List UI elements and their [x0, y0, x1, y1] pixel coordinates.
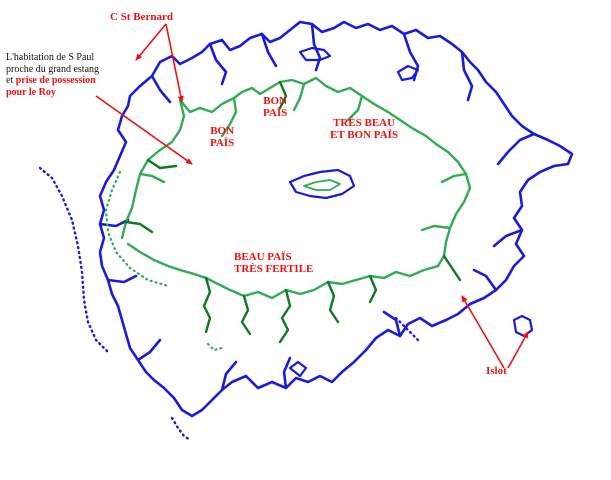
- river-dark-south-3: [278, 288, 292, 344]
- river-south-ridge: [126, 242, 440, 300]
- cape-st-bernard-label: C St Bernard: [110, 11, 173, 23]
- dotted-shore-south: [170, 416, 192, 442]
- islet-northeast: [396, 64, 420, 82]
- habitation-note: L'habitation de S Paul proche du grand e…: [6, 52, 124, 98]
- dotted-river-south: [206, 342, 224, 352]
- region-bon-pais-north-line2: PAÏS: [263, 106, 288, 119]
- islet-lake: [288, 168, 356, 200]
- habitation-note-prefix: et: [6, 75, 16, 86]
- coastline-inner-ridges: [98, 22, 536, 392]
- river-dark-west-2: [124, 220, 154, 234]
- habitation-note-line4: pour le Roy: [6, 87, 124, 99]
- river-branch-a: [220, 96, 238, 138]
- dotted-rivers: [104, 170, 224, 352]
- river-east-ridge: [434, 142, 472, 268]
- annotation-arrows: [95, 23, 529, 369]
- islot-label: Islot: [486, 365, 507, 377]
- river-lake-inner: [303, 179, 341, 191]
- coastline: [98, 20, 574, 418]
- dotted-shore-southeast: [394, 316, 420, 342]
- river-dark-south-2: [240, 294, 252, 336]
- river-branch-b: [292, 82, 306, 112]
- river-branch-d: [440, 172, 468, 184]
- region-bon-pais-north-line1: BON: [263, 95, 288, 107]
- region-beau-pais-line2: TRÈS FERTILE: [234, 262, 314, 275]
- habitation-note-line1: L'habitation de S Paul: [6, 52, 95, 63]
- region-bon-pais-north: BON PAÏS: [263, 95, 288, 119]
- region-bon-pais-west-line1: BON: [210, 125, 235, 137]
- arrow-islot-west: [461, 295, 505, 369]
- river-dark-west-1: [146, 158, 178, 170]
- river-dark-east-1: [442, 254, 462, 282]
- river-north-ridge: [178, 76, 438, 146]
- habitation-note-line2: proche du grand estang: [6, 63, 100, 75]
- river-dark-south-4: [326, 280, 340, 324]
- arrow-islot-east: [507, 331, 529, 369]
- habitation-note-emph2: pour le Roy: [6, 86, 56, 98]
- region-tres-beau: TRÈS BEAU ET BON PAÏS: [330, 117, 399, 141]
- region-tres-beau-line1: TRÈS BEAU: [333, 117, 396, 129]
- dotted-shore: [38, 166, 420, 442]
- islet-south: [288, 360, 308, 378]
- dotted-shore-west: [38, 166, 110, 354]
- river-dark-north-1: [278, 80, 288, 110]
- river-branch-f: [138, 172, 166, 184]
- arrow-cape-west: [135, 23, 167, 61]
- region-beau-pais: BEAU PAÏS TRÈS FERTILE: [234, 251, 314, 275]
- islot-east: [512, 314, 534, 338]
- region-tres-beau-line2: ET BON PAÏS: [330, 128, 399, 141]
- islet-north: [298, 46, 332, 62]
- region-bon-pais-west-line2: PAÏS: [210, 136, 235, 149]
- habitation-note-emph1: prise de possession: [15, 75, 96, 86]
- river-dark-south-5: [368, 274, 378, 304]
- region-bon-pais-west: BON PAÏS: [210, 125, 235, 149]
- river-branch-e: [420, 224, 452, 232]
- arrow-cape-east: [165, 23, 184, 103]
- river-dark-south-1: [202, 276, 212, 334]
- rivers-dark: [124, 80, 462, 344]
- coastline-outer: [98, 20, 574, 418]
- habitation-note-line3: et prise de possession: [6, 75, 124, 87]
- arrow-habitation: [95, 95, 193, 165]
- region-beau-pais-line1: BEAU PAÏS: [234, 251, 292, 263]
- river-branch-c: [346, 94, 364, 122]
